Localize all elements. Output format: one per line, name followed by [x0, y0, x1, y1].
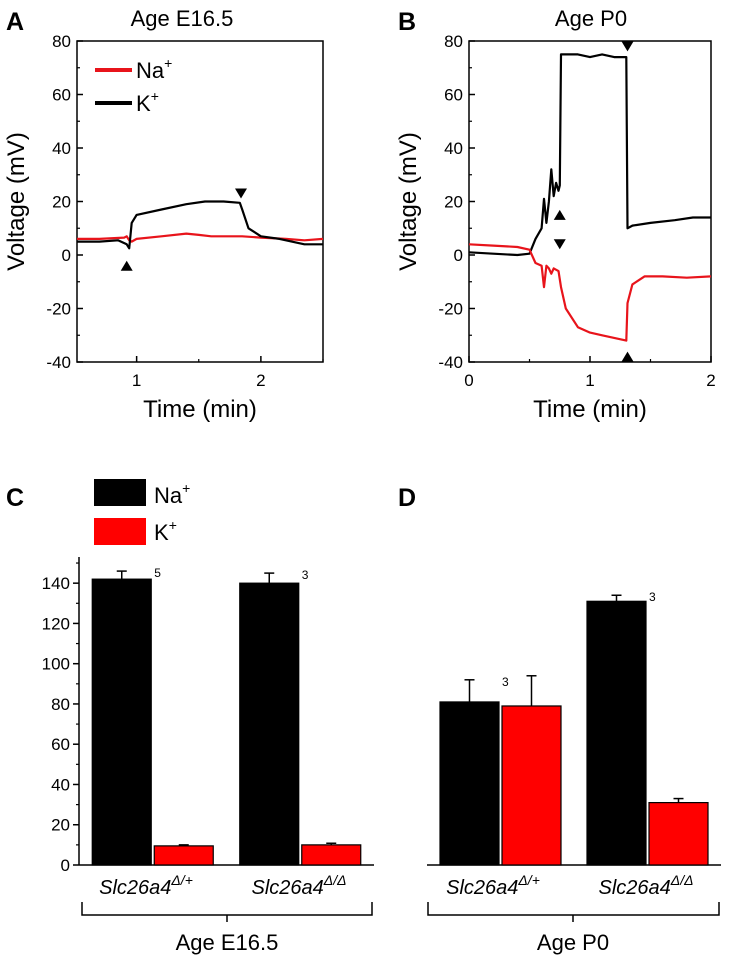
legend-top-label-k: K+ [136, 88, 159, 116]
panel-c-ytick-label: 20 [51, 816, 70, 835]
genotype-label-d-1: Slc26a4Δ/+ [446, 872, 540, 899]
panel-c-bar-k-2 [301, 844, 362, 866]
legend-bottom-label-k: K+ [154, 517, 177, 545]
panel-b-ytick-label: 20 [444, 193, 463, 212]
panel-c-bar-na-2 [239, 582, 300, 866]
panel-a-ytick-label: 80 [52, 32, 71, 51]
panel-d-n-label-1: 3 [502, 675, 509, 689]
panel-a-xtick-label: 1 [132, 371, 141, 390]
legend-bottom-swatch-k [94, 518, 146, 545]
panel-d-bar-na-2 [586, 600, 647, 866]
panel-b-ytick-label: -20 [438, 300, 463, 319]
panel-b-ytick-label: 60 [444, 86, 463, 105]
panel-c-bar-na-1 [91, 578, 152, 866]
panel-b-ytick-label: -40 [438, 353, 463, 372]
panel-b-y-axis-label: Voltage (mV) [395, 132, 422, 271]
panel-b-ytick-label: 40 [444, 139, 463, 158]
panel-b-title: Age P0 [555, 6, 627, 31]
panel-a-ytick-label: 0 [62, 246, 71, 265]
panel-b-xtick-label: 2 [706, 371, 715, 390]
panel-d-bar-k-2 [648, 801, 709, 866]
legend-bottom-label-na: Na+ [154, 480, 190, 508]
panel-a-line-chart: -40 -20 0 20 40 60 80 1 2 Time (min) Voltage (mV) [3, 32, 324, 423]
panel-b-xtick-label: 1 [585, 371, 594, 390]
panel-b-xtick-label: 0 [464, 371, 473, 390]
panel-c-n-label-2: 3 [302, 568, 309, 582]
panel-a-xtick-label: 2 [256, 371, 265, 390]
panel-a-title: Age E16.5 [131, 6, 234, 31]
group-label-p0: Age P0 [537, 930, 609, 955]
panel-a-series-k [77, 200, 323, 250]
panel-a-ytick-label: 40 [52, 139, 71, 158]
panel-a-marker-down-triangle [235, 188, 247, 199]
panel-label-a: A [6, 8, 24, 36]
legend-bottom-swatch-na [94, 479, 146, 506]
group-bracket-e16 [81, 902, 373, 916]
panel-d-bar-k-1 [501, 705, 562, 866]
panel-b-marker-up-triangle [621, 351, 634, 362]
panel-d-bar-na-1 [439, 701, 500, 866]
panel-b-marker-up-triangle [553, 209, 566, 220]
panel-d-n-label-2: 3 [649, 590, 656, 604]
panel-b-x-axis-label: Time (min) [533, 396, 647, 423]
genotype-label-c-1: Slc26a4Δ/+ [99, 872, 193, 899]
panel-a-ytick-label: -40 [46, 353, 71, 372]
panel-a-ytick-label: -20 [46, 300, 71, 319]
genotype-label-d-2: Slc26a4Δ/Δ [599, 872, 694, 899]
group-label-e16: Age E16.5 [176, 930, 279, 955]
panel-c-ytick-label: 0 [61, 856, 70, 875]
panel-a-x-axis-label: Time (min) [143, 396, 257, 423]
legend-top-label-na: Na+ [136, 55, 172, 83]
panel-b-frame [468, 40, 712, 363]
panel-a-marker-up-triangle [120, 260, 133, 271]
panel-c-ytick-label: 140 [42, 574, 70, 593]
panel-b-series-na [468, 243, 712, 342]
panel-d-bar-chart: 33 [427, 590, 721, 866]
panel-c-ytick-label: 120 [42, 614, 70, 633]
panel-c-ytick-label: 80 [51, 695, 70, 714]
panel-c-ytick-label: 60 [51, 735, 70, 754]
panel-c-bar-k-1 [153, 845, 214, 866]
panel-b-marker-down-triangle [553, 239, 566, 250]
panel-b-ytick-label: 0 [454, 246, 463, 265]
genotype-label-c-2: Slc26a4Δ/Δ [252, 872, 347, 899]
panel-a-ytick-label: 20 [52, 193, 71, 212]
panel-c-bar-chart: 0 20 40 60 80 100 120 140 5 3 [42, 557, 374, 875]
legend-top: Na+ K+ [95, 55, 172, 116]
panel-c-ytick-label: 40 [51, 775, 70, 794]
panel-c-n-label-1: 5 [154, 566, 161, 580]
panel-label-c: C [6, 484, 24, 512]
panel-b-line-chart: -40 -20 0 20 40 60 80 0 1 2 Time (min) Voltage (mV) [395, 32, 716, 423]
panel-b-marker-down-triangle [621, 41, 634, 52]
legend-bottom: Na+ K+ [94, 479, 190, 545]
panel-a-y-axis-label: Voltage (mV) [3, 132, 30, 271]
panel-c-ytick-label: 100 [42, 655, 70, 674]
panel-a-ytick-label: 60 [52, 86, 71, 105]
group-bracket-p0 [427, 902, 720, 916]
panel-label-d: D [398, 484, 416, 512]
panel-b-series-k [468, 53, 711, 257]
panel-b-ytick-label: 80 [444, 32, 463, 51]
panel-label-b: B [398, 8, 416, 36]
